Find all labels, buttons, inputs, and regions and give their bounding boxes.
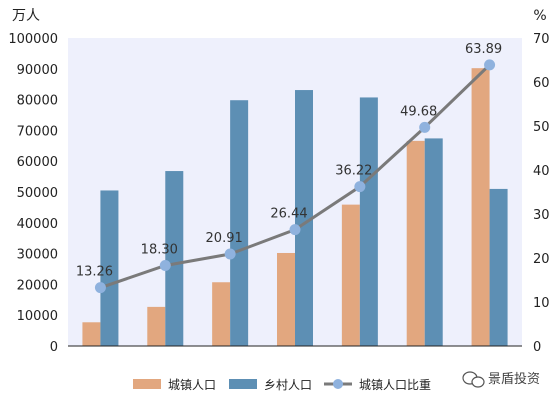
- left-tick-label: 40000: [17, 217, 58, 232]
- right-tick-label: 0: [533, 340, 541, 355]
- left-tick-label: 80000: [17, 94, 58, 109]
- legend-label-urban: 城镇人口: [168, 378, 216, 392]
- ratio-data-label-5: 49.68: [400, 104, 437, 119]
- left-axis: 0 10000 20000 30000 40000 50000 60000 70000 8000…: [8, 32, 58, 355]
- legend-label-ratio: 城镇人口比重: [359, 378, 431, 392]
- bar-rural-5: [424, 138, 443, 346]
- right-tick-label: 40: [533, 164, 550, 179]
- bar-rural-2: [230, 100, 249, 346]
- bar-rural-1: [165, 171, 184, 346]
- bar-urban-4: [341, 204, 360, 346]
- right-axis: 0 10 20 30 40 50 60 70: [533, 32, 550, 355]
- legend-swatch-urban: [133, 379, 161, 389]
- right-tick-label: 20: [533, 252, 550, 267]
- legend-label-rural: 乡村人口: [264, 378, 312, 392]
- watermark: 景盾投资: [462, 371, 540, 388]
- ratio-point-1: [159, 259, 171, 271]
- bar-urban-6: [471, 68, 490, 347]
- bar-urban-2: [212, 282, 231, 346]
- right-tick-label: 10: [533, 296, 550, 311]
- ratio-data-label-1: 18.30: [141, 242, 178, 257]
- ratio-data-label-0: 13.26: [76, 265, 113, 280]
- bar-urban-3: [277, 252, 295, 346]
- bar-urban-1: [147, 306, 166, 346]
- bar-urban-5: [406, 140, 425, 346]
- bar-rural-6: [489, 188, 508, 346]
- left-tick-label: 20000: [17, 278, 58, 293]
- bar-urban-0: [82, 322, 101, 346]
- bar-rural-0: [100, 190, 119, 346]
- right-axis-unit: %: [533, 8, 546, 24]
- ratio-point-2: [224, 248, 236, 260]
- wechat-icon: [462, 371, 485, 388]
- right-tick-label: 30: [533, 208, 550, 223]
- left-tick-label: 60000: [17, 155, 58, 170]
- legend-swatch-ratio-marker: [333, 379, 343, 389]
- left-axis-unit: 万人: [12, 8, 40, 24]
- bars-layer: [82, 68, 508, 347]
- ratio-point-4: [354, 181, 366, 193]
- bar-rural-4: [359, 97, 378, 346]
- ratio-point-3: [289, 224, 301, 236]
- right-tick-label: 60: [533, 76, 550, 91]
- left-tick-label: 90000: [17, 63, 58, 78]
- left-tick-label: 0: [50, 340, 58, 355]
- legend-swatch-rural: [229, 379, 257, 389]
- right-tick-label: 50: [533, 120, 550, 135]
- ratio-point-0: [94, 282, 106, 294]
- ratio-data-label-4: 36.22: [335, 164, 372, 179]
- ratio-data-label-2: 20.91: [206, 231, 243, 246]
- left-tick-label: 50000: [17, 186, 58, 201]
- left-tick-label: 10000: [17, 309, 58, 324]
- watermark-text: 景盾投资: [488, 371, 540, 387]
- ratio-data-label-3: 26.44: [270, 207, 307, 222]
- data-labels-layer: 13.26 18.30 20.91 26.44 36.22 49.68 63.89: [76, 42, 502, 280]
- ratio-data-label-6: 63.89: [465, 42, 502, 57]
- line-layer: [94, 59, 496, 294]
- legend: 城镇人口 乡村人口 城镇人口比重: [133, 378, 431, 392]
- bar-rural-3: [295, 90, 313, 346]
- left-tick-label: 30000: [17, 248, 58, 263]
- right-tick-label: 70: [533, 32, 550, 47]
- ratio-point-5: [419, 121, 431, 133]
- left-tick-label: 100000: [8, 32, 58, 47]
- left-tick-label: 70000: [17, 124, 58, 139]
- ratio-point-6: [484, 59, 496, 71]
